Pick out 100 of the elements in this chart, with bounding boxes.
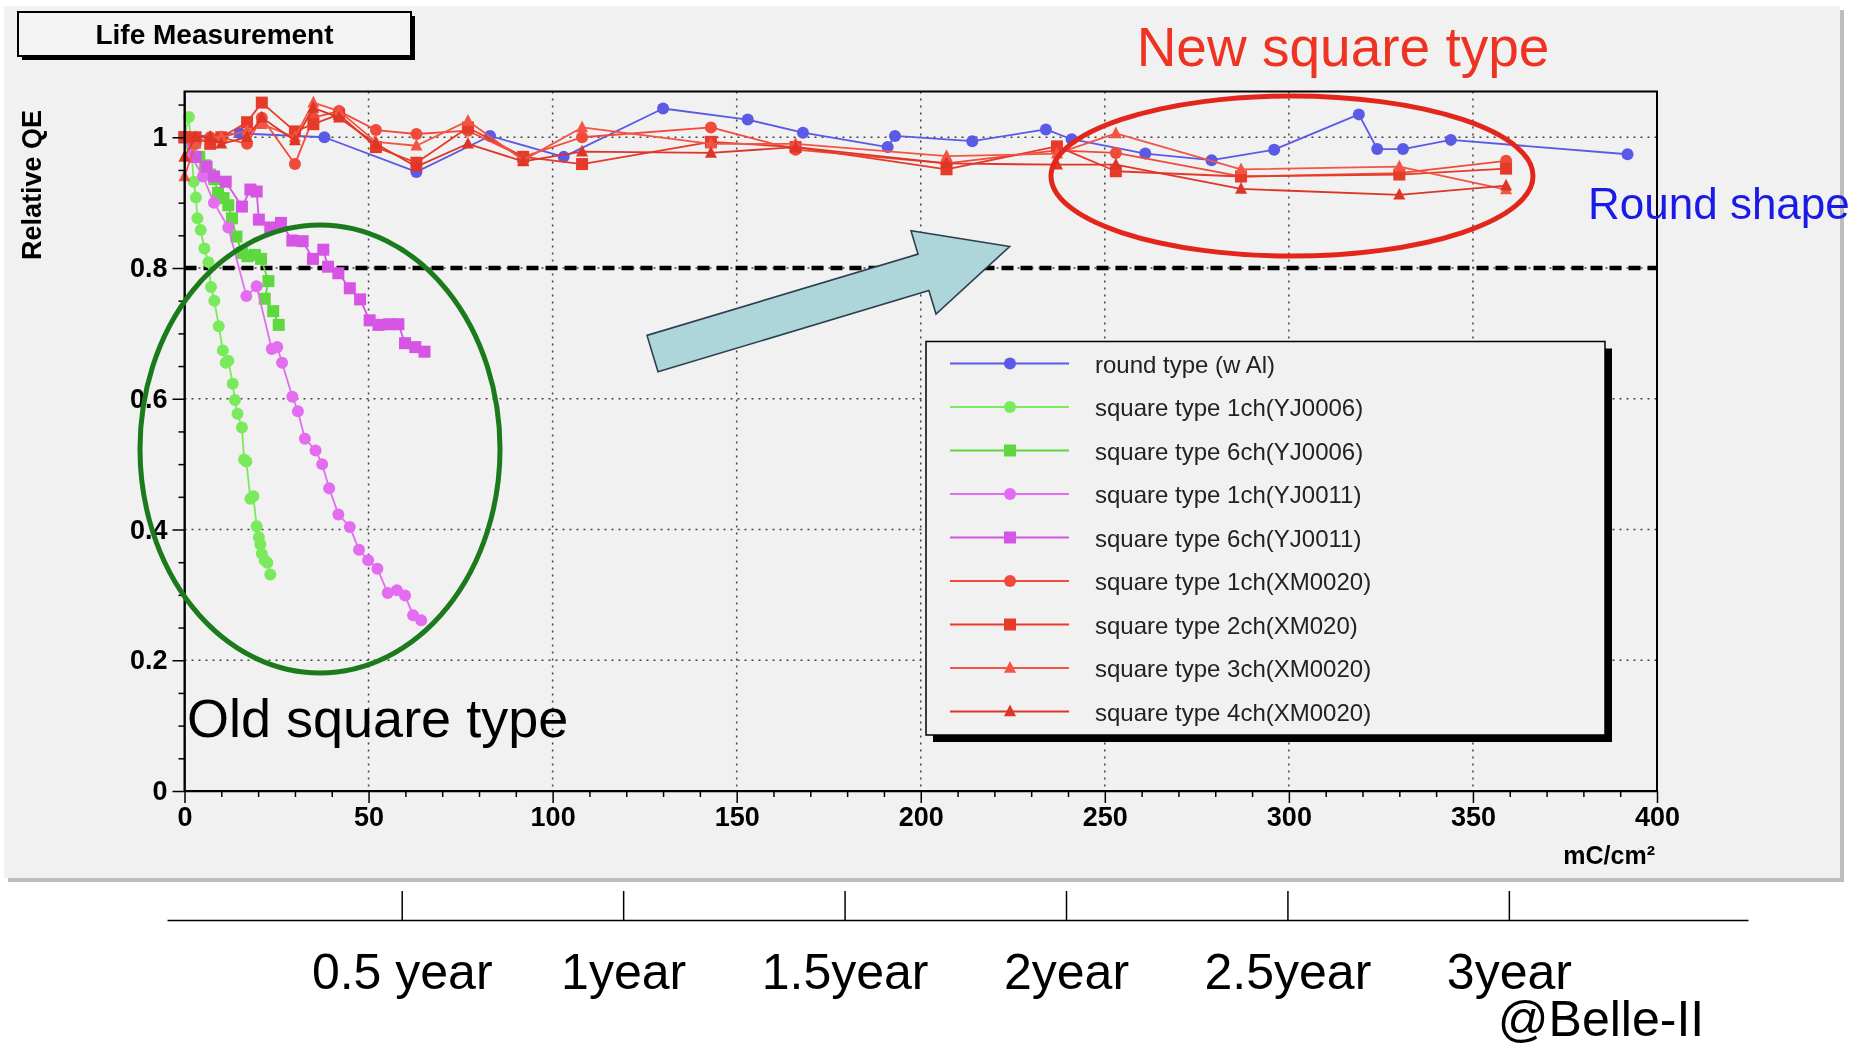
point bbox=[1109, 126, 1122, 139]
point bbox=[1444, 133, 1457, 146]
x2-tick-label: 0.5 year bbox=[311, 943, 493, 1000]
point bbox=[1235, 162, 1248, 175]
y-tick-label: 1 bbox=[152, 122, 168, 153]
point bbox=[1371, 143, 1384, 156]
point bbox=[252, 213, 265, 226]
point bbox=[1393, 187, 1406, 200]
point bbox=[317, 243, 330, 256]
point bbox=[307, 118, 320, 131]
legend-label: square type 3ch(XM0020) bbox=[1095, 654, 1372, 682]
point bbox=[332, 508, 345, 521]
point bbox=[576, 158, 589, 171]
legend-label: square type 4ch(XM0020) bbox=[1095, 698, 1372, 725]
point bbox=[399, 589, 412, 602]
x-tick-label: 150 bbox=[714, 802, 760, 833]
point bbox=[212, 320, 225, 333]
point bbox=[576, 131, 589, 144]
point bbox=[267, 305, 280, 318]
point bbox=[250, 185, 263, 198]
point bbox=[418, 345, 431, 358]
point bbox=[291, 405, 304, 418]
x-tick-label: 300 bbox=[1266, 802, 1312, 833]
point bbox=[796, 126, 809, 139]
point bbox=[741, 113, 754, 126]
point bbox=[215, 136, 228, 149]
point bbox=[235, 421, 248, 434]
point bbox=[1393, 159, 1406, 172]
point bbox=[276, 356, 289, 369]
point bbox=[704, 121, 717, 134]
point bbox=[1235, 182, 1248, 194]
point bbox=[222, 221, 235, 234]
point bbox=[207, 196, 220, 209]
annotation: Old square type bbox=[187, 688, 569, 748]
point bbox=[250, 280, 263, 293]
point bbox=[576, 120, 589, 133]
point bbox=[205, 280, 218, 293]
point bbox=[1268, 143, 1281, 156]
y-tick-label: 0.2 bbox=[129, 645, 168, 676]
y-axis-title: Relative QE bbox=[17, 109, 47, 261]
y-tick-label: 0.8 bbox=[129, 253, 168, 284]
point bbox=[222, 199, 235, 212]
point bbox=[219, 175, 232, 188]
point bbox=[343, 520, 356, 533]
point bbox=[1500, 178, 1513, 191]
point bbox=[241, 116, 254, 129]
x2-tick-label: 2.5year bbox=[1204, 943, 1372, 1000]
point bbox=[241, 130, 254, 143]
point bbox=[1500, 162, 1513, 175]
x-tick-label: 250 bbox=[1082, 802, 1128, 833]
point bbox=[187, 175, 200, 188]
point bbox=[309, 444, 322, 457]
point bbox=[240, 290, 253, 303]
x-tick-label: 100 bbox=[530, 802, 576, 833]
x-tick-label: 200 bbox=[898, 802, 944, 833]
legend-label: square type 1ch(YJ0006) bbox=[1095, 393, 1364, 421]
legend-label: round type (w Al) bbox=[1095, 350, 1276, 377]
point bbox=[231, 407, 244, 420]
legend-label: square type 6ch(YJ0011) bbox=[1095, 524, 1362, 551]
x-tick-label: 350 bbox=[1450, 802, 1496, 833]
point bbox=[354, 293, 367, 306]
point bbox=[296, 235, 309, 248]
point bbox=[208, 294, 221, 307]
point bbox=[191, 212, 204, 225]
point bbox=[225, 212, 238, 225]
point bbox=[250, 520, 263, 533]
point bbox=[888, 129, 901, 142]
point bbox=[264, 568, 277, 581]
point bbox=[362, 554, 375, 567]
point bbox=[323, 482, 336, 495]
point bbox=[228, 394, 241, 407]
point bbox=[966, 135, 979, 148]
point bbox=[271, 341, 284, 354]
point bbox=[255, 96, 268, 109]
point bbox=[288, 158, 301, 171]
point bbox=[704, 146, 717, 158]
text: New square type bbox=[1136, 16, 1550, 78]
legend-label: square type 2ch(XM020) bbox=[1095, 611, 1358, 638]
point bbox=[392, 318, 405, 331]
point bbox=[1621, 148, 1634, 161]
point bbox=[1109, 146, 1122, 159]
point bbox=[316, 458, 329, 471]
point bbox=[226, 377, 239, 390]
x2-tick-label: 1.5year bbox=[761, 943, 929, 1000]
point bbox=[216, 344, 229, 357]
point bbox=[318, 131, 331, 144]
x2-tick-label: 2year bbox=[1003, 943, 1130, 1000]
point bbox=[1039, 123, 1052, 136]
point bbox=[194, 224, 207, 237]
point bbox=[235, 200, 248, 213]
point bbox=[407, 609, 420, 622]
point bbox=[352, 543, 365, 556]
legend-label: square type 1ch(XM0020) bbox=[1095, 567, 1372, 595]
legend-label: square type 1ch(YJ0011) bbox=[1095, 480, 1362, 508]
point bbox=[255, 252, 268, 265]
point bbox=[657, 102, 670, 115]
y-tick-label: 0 bbox=[152, 776, 168, 807]
point bbox=[262, 275, 275, 288]
x-tick-label: 400 bbox=[1634, 802, 1681, 833]
point bbox=[307, 100, 320, 113]
